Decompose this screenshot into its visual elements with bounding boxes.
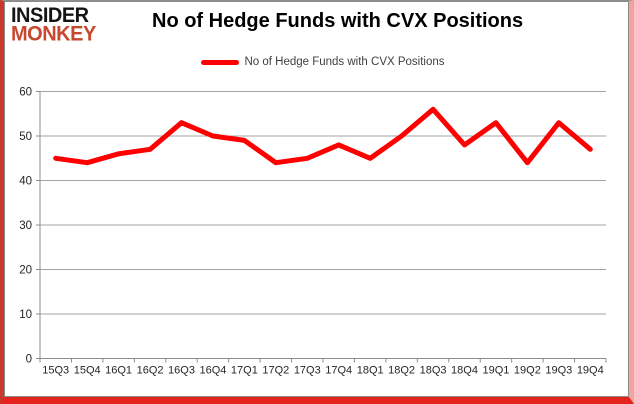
y-axis-label: 40 — [19, 176, 32, 188]
y-axis-label: 50 — [19, 131, 32, 143]
x-axis-label: 18Q1 — [357, 365, 384, 377]
x-axis-label: 15Q4 — [74, 365, 101, 377]
x-axis-label: 16Q4 — [199, 365, 226, 377]
x-axis-label: 17Q4 — [325, 365, 352, 377]
legend-line-swatch — [201, 59, 240, 65]
x-axis-label: 19Q1 — [482, 365, 509, 377]
x-axis-label: 19Q3 — [545, 365, 572, 377]
x-axis-label: 19Q2 — [514, 365, 541, 377]
x-axis-label: 17Q3 — [294, 365, 321, 377]
x-axis-label: 17Q2 — [262, 365, 289, 377]
series-line — [53, 106, 593, 166]
x-axis-label: 15Q3 — [42, 365, 69, 377]
legend-label: No of Hedge Funds with CVX Positions — [244, 56, 445, 68]
line-chart: 0 10 20 30 40 50 60 15Q3 15Q4 16Q1 16Q2 16Q3 16Q4 17Q… — [19, 87, 607, 377]
x-axis-label: 16Q2 — [137, 365, 164, 377]
x-axis-label: 16Q1 — [105, 365, 132, 377]
x-axis-label: 19Q4 — [577, 365, 604, 377]
logo-line-insider: INSIDER — [11, 3, 89, 28]
x-axis-label: 18Q2 — [388, 365, 415, 377]
x-axis-label: 18Q4 — [451, 365, 478, 377]
logo-line-monkey: MONKEY — [11, 23, 96, 47]
chart-title: No of Hedge Funds with CVX Positions — [152, 10, 524, 32]
y-axis-label: 20 — [19, 265, 32, 277]
x-axis-label: 18Q3 — [420, 365, 447, 377]
y-axis-label: 30 — [19, 220, 32, 232]
insider-monkey-logo: INSIDER MONKEY — [11, 3, 96, 47]
x-axis-label: 16Q3 — [168, 365, 195, 377]
y-axis-label: 10 — [19, 309, 32, 321]
y-axis-label: 60 — [19, 87, 32, 99]
y-axis-label: 0 — [26, 354, 32, 366]
x-axis-label: 17Q1 — [231, 365, 258, 377]
legend: No of Hedge Funds with CVX Positions — [40, 54, 606, 70]
